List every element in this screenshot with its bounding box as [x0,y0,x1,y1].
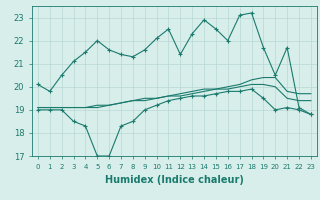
X-axis label: Humidex (Indice chaleur): Humidex (Indice chaleur) [105,175,244,185]
